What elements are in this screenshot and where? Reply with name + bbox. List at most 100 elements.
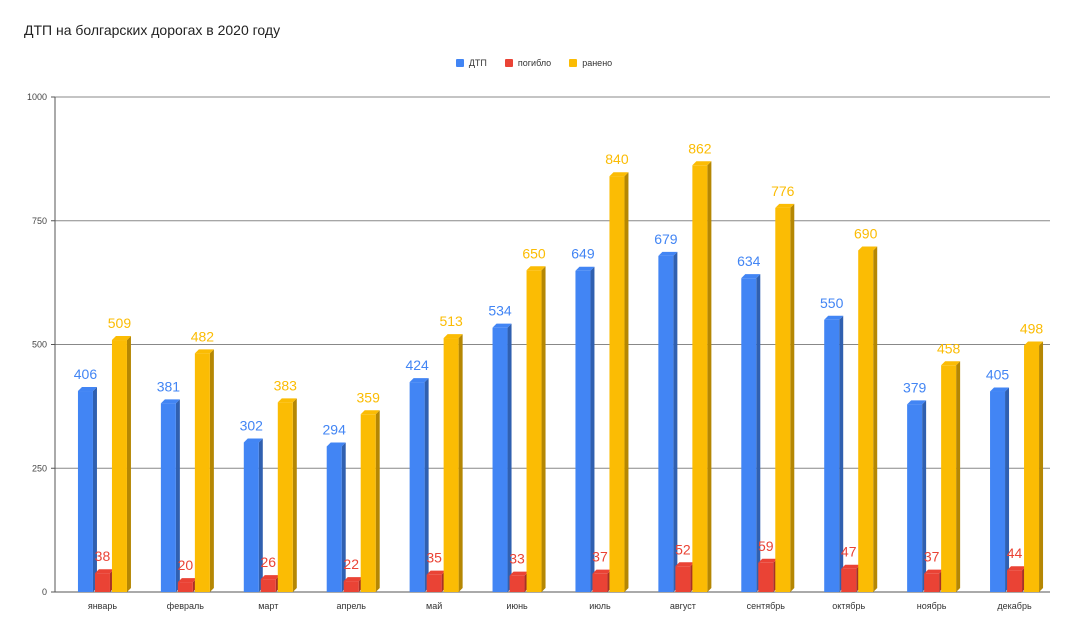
bar-top	[592, 569, 612, 574]
bar-top	[77, 387, 97, 392]
bar-top	[924, 569, 944, 574]
bar-top	[509, 571, 529, 576]
bar	[409, 382, 425, 592]
data-label: 35	[426, 550, 442, 566]
bar-top	[1024, 341, 1044, 346]
x-tick-label: апрель	[336, 601, 366, 611]
bar-side	[424, 378, 429, 592]
bar-side	[209, 349, 214, 592]
bar-top	[343, 577, 363, 582]
bar-top	[575, 266, 595, 271]
bar	[824, 319, 840, 592]
bar	[1007, 570, 1023, 592]
bar-side	[590, 266, 595, 592]
bar-top	[658, 251, 678, 256]
bar-side	[258, 438, 263, 592]
bar-side	[624, 172, 629, 592]
bar-side	[341, 442, 346, 592]
bar-side	[873, 246, 878, 592]
data-label: 37	[592, 549, 608, 565]
bar	[326, 446, 342, 592]
x-tick-label: сентябрь	[747, 601, 786, 611]
data-label: 458	[937, 340, 961, 356]
data-label: 406	[74, 366, 98, 382]
bar	[526, 270, 542, 592]
legend-item-killed: погибло	[504, 58, 551, 68]
bar-top	[609, 172, 629, 177]
data-label: 22	[343, 556, 359, 572]
bar-side	[790, 203, 795, 592]
data-label: 26	[261, 554, 277, 570]
bar	[77, 391, 93, 592]
bar	[741, 278, 757, 592]
data-label: 294	[323, 421, 347, 437]
bar-side	[541, 266, 546, 592]
bar-top	[858, 246, 878, 251]
bar	[775, 207, 791, 592]
bar-top	[326, 442, 346, 447]
legend-swatch-injured	[569, 59, 578, 67]
bar-side	[92, 387, 97, 592]
bar-side	[1039, 341, 1044, 592]
bar-side	[839, 315, 844, 592]
bar	[858, 250, 874, 592]
data-label: 44	[1007, 545, 1023, 561]
data-label: 38	[95, 548, 111, 564]
data-label: 679	[654, 231, 678, 247]
x-tick-label: май	[426, 601, 442, 611]
data-label: 513	[439, 313, 463, 329]
legend-swatch-killed	[504, 59, 513, 67]
bar-top	[741, 274, 761, 279]
bar	[260, 579, 276, 592]
bar	[360, 414, 376, 592]
y-tick-label: 1000	[27, 92, 47, 102]
data-label: 33	[509, 551, 525, 567]
y-tick-label: 500	[32, 340, 47, 350]
bar	[160, 403, 176, 592]
bar-top	[426, 570, 446, 575]
legend: ДТП погибло ранено	[0, 58, 1068, 68]
bar	[592, 573, 608, 592]
bar-top	[243, 438, 263, 443]
bar-side	[673, 251, 678, 592]
data-label: 776	[771, 183, 795, 199]
bar-top	[443, 334, 463, 339]
data-label: 498	[1020, 320, 1044, 336]
bar-top	[360, 410, 380, 415]
x-tick-label: ноябрь	[917, 601, 947, 611]
bar	[609, 176, 625, 592]
bar	[492, 327, 508, 592]
data-label: 649	[571, 246, 595, 262]
data-label: 381	[157, 378, 181, 394]
bar-top	[907, 400, 927, 405]
bar	[111, 340, 127, 592]
bar	[692, 165, 708, 592]
data-label: 383	[274, 377, 298, 393]
bar	[1024, 345, 1040, 592]
bar-top	[675, 562, 695, 567]
x-tick-label: октябрь	[832, 601, 865, 611]
data-label: 405	[986, 367, 1010, 383]
bar-top	[758, 558, 778, 563]
legend-item-injured: ранено	[569, 58, 612, 68]
bar	[343, 581, 359, 592]
bar-top	[692, 161, 712, 166]
legend-label-dtp: ДТП	[468, 58, 487, 68]
x-tick-label: июль	[589, 601, 611, 611]
y-tick-label: 750	[32, 216, 47, 226]
legend-swatch-dtp	[455, 59, 464, 67]
data-label: 534	[488, 303, 512, 319]
bar-side	[922, 400, 927, 592]
data-label: 359	[357, 389, 381, 405]
y-tick-label: 250	[32, 463, 47, 473]
bar-top	[409, 378, 429, 383]
bar-side	[375, 410, 380, 592]
x-tick-label: июнь	[506, 601, 528, 611]
bar	[426, 574, 442, 592]
bar-side	[707, 161, 712, 592]
data-label: 47	[841, 544, 857, 560]
bar	[277, 402, 293, 592]
bar	[758, 562, 774, 592]
bar-side	[1005, 387, 1010, 592]
